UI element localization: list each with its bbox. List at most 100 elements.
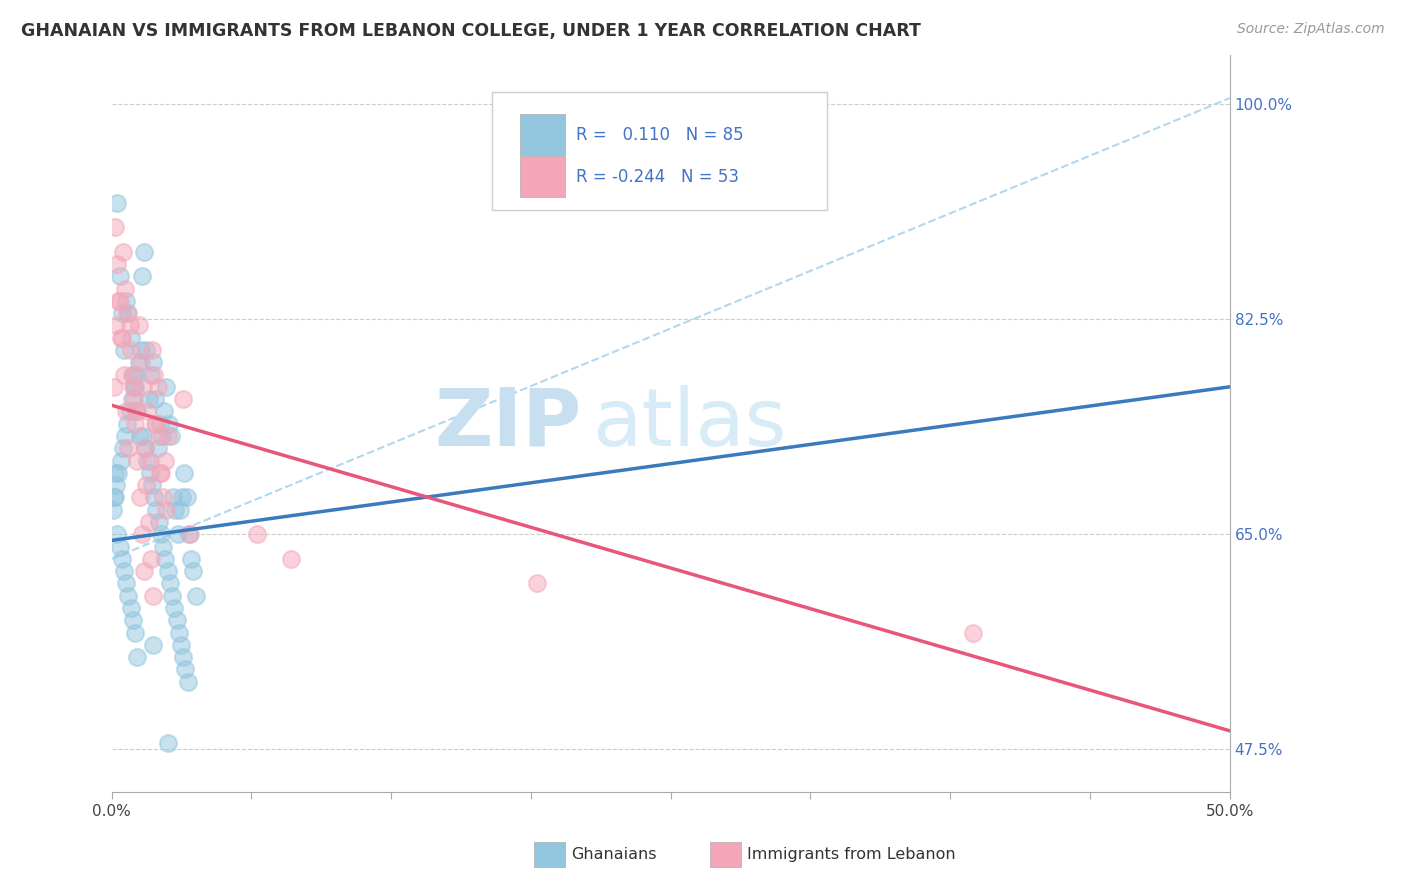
Point <box>117 306 139 320</box>
Point <box>166 527 188 541</box>
Point <box>172 650 194 665</box>
Point <box>172 491 194 505</box>
Point <box>120 331 142 345</box>
Point <box>142 638 165 652</box>
Point <box>155 551 177 566</box>
Point <box>127 650 149 665</box>
Point <box>159 576 181 591</box>
Point <box>107 466 129 480</box>
Point <box>117 306 139 320</box>
Point <box>165 502 187 516</box>
Point <box>143 368 166 382</box>
Point <box>105 195 128 210</box>
Point <box>155 453 177 467</box>
Point <box>176 491 198 505</box>
Point <box>122 380 145 394</box>
Point <box>162 491 184 505</box>
Point <box>149 466 172 480</box>
Point <box>114 281 136 295</box>
Point <box>121 368 143 382</box>
Point <box>143 392 166 406</box>
Point <box>526 576 548 591</box>
Point <box>157 417 180 431</box>
Point <box>115 404 138 418</box>
Point <box>146 380 169 394</box>
Point <box>112 343 135 357</box>
Point <box>111 551 134 566</box>
Point <box>145 417 167 431</box>
Point <box>120 601 142 615</box>
Point <box>142 589 165 603</box>
Point <box>121 392 143 406</box>
Text: R =   0.110   N = 85: R = 0.110 N = 85 <box>575 126 744 144</box>
Point <box>108 540 131 554</box>
Point <box>143 491 166 505</box>
Point <box>132 380 155 394</box>
Point <box>172 392 194 406</box>
Text: Immigrants from Lebanon: Immigrants from Lebanon <box>747 847 955 862</box>
Point <box>105 527 128 541</box>
FancyBboxPatch shape <box>492 92 827 210</box>
Point <box>112 368 135 382</box>
Point <box>135 478 157 492</box>
Point <box>138 515 160 529</box>
Point <box>129 355 152 369</box>
Point <box>111 244 134 259</box>
Text: atlas: atlas <box>592 384 787 463</box>
Point <box>143 417 166 431</box>
Point <box>155 380 177 394</box>
Point <box>149 527 172 541</box>
Point <box>117 417 139 431</box>
Point <box>127 453 149 467</box>
Point <box>122 613 145 627</box>
Point <box>117 442 139 456</box>
Point <box>156 736 179 750</box>
Point <box>115 293 138 308</box>
Point <box>160 429 183 443</box>
Point <box>122 380 145 394</box>
Point <box>111 306 134 320</box>
Point <box>181 564 204 578</box>
Point <box>141 343 163 357</box>
Point <box>246 527 269 541</box>
Point <box>156 429 179 443</box>
Point <box>128 491 150 505</box>
Point <box>134 564 156 578</box>
Point <box>124 625 146 640</box>
Point <box>141 478 163 492</box>
Point <box>108 293 131 308</box>
Point <box>177 527 200 541</box>
Point <box>150 429 173 443</box>
Text: R = -0.244   N = 53: R = -0.244 N = 53 <box>575 168 738 186</box>
Point <box>142 355 165 369</box>
Point <box>149 466 172 480</box>
Point <box>125 404 148 418</box>
Point <box>105 478 128 492</box>
Point <box>156 564 179 578</box>
Point <box>124 417 146 431</box>
Point <box>107 293 129 308</box>
Point <box>152 540 174 554</box>
Point <box>136 404 159 418</box>
Point <box>120 343 142 357</box>
Point <box>139 551 162 566</box>
Point <box>104 220 127 235</box>
Text: Ghanaians: Ghanaians <box>571 847 657 862</box>
Text: GHANAIAN VS IMMIGRANTS FROM LEBANON COLLEGE, UNDER 1 YEAR CORRELATION CHART: GHANAIAN VS IMMIGRANTS FROM LEBANON COLL… <box>21 22 921 40</box>
Point <box>148 515 170 529</box>
Point <box>128 318 150 333</box>
Point <box>184 589 207 603</box>
Point <box>179 527 201 541</box>
Point <box>128 355 150 369</box>
Point <box>138 466 160 480</box>
Point <box>163 601 186 615</box>
Point <box>139 368 162 382</box>
Point <box>148 429 170 443</box>
Point <box>108 269 131 284</box>
Point <box>110 331 132 345</box>
Point <box>134 442 156 456</box>
Point <box>131 527 153 541</box>
FancyBboxPatch shape <box>520 114 564 154</box>
Point <box>115 576 138 591</box>
Point <box>129 343 152 357</box>
